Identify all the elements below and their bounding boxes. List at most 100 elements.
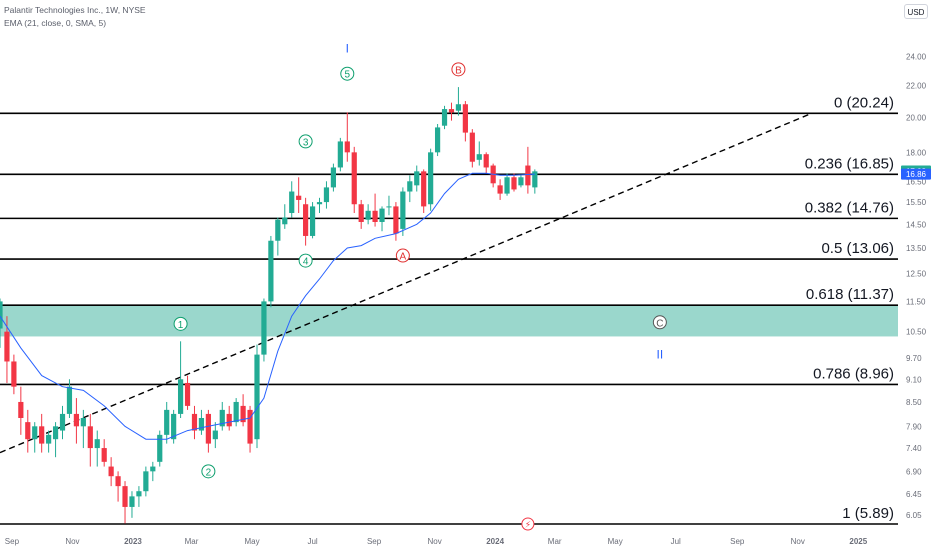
candle[interactable] — [80, 409, 86, 449]
candle[interactable] — [525, 146, 531, 194]
candle[interactable] — [150, 461, 156, 482]
candle[interactable] — [177, 341, 184, 418]
candle[interactable] — [184, 375, 191, 410]
wave-label-4[interactable]: 4 — [298, 253, 313, 268]
wave-label-2[interactable]: 2 — [201, 464, 216, 479]
wave-label-C[interactable]: C — [652, 315, 667, 330]
candle[interactable] — [448, 102, 455, 121]
candle[interactable] — [275, 217, 281, 256]
candle[interactable] — [108, 457, 114, 487]
candle[interactable] — [261, 298, 267, 362]
candle[interactable] — [94, 430, 100, 467]
candle[interactable] — [129, 491, 135, 518]
candle[interactable] — [46, 430, 52, 453]
candle[interactable] — [136, 486, 142, 507]
candle[interactable] — [393, 202, 399, 241]
wave-label-5[interactable]: 5 — [340, 66, 355, 81]
candle[interactable] — [226, 405, 232, 431]
candle[interactable] — [282, 204, 288, 229]
candle[interactable] — [386, 195, 392, 216]
event-marker[interactable]: ⚡ — [521, 517, 535, 531]
wave-circle — [298, 253, 313, 268]
candle[interactable] — [32, 422, 38, 453]
ema-line[interactable] — [0, 172, 535, 440]
support-zone[interactable] — [0, 305, 898, 337]
candle[interactable] — [296, 177, 302, 213]
candle[interactable] — [11, 354, 17, 395]
candle[interactable] — [316, 197, 323, 213]
candle[interactable] — [469, 129, 475, 168]
candle[interactable] — [337, 137, 343, 172]
wave-label-B[interactable]: B — [451, 62, 466, 77]
candle[interactable] — [254, 344, 260, 449]
wave-label-A[interactable]: A — [395, 248, 410, 263]
candle[interactable] — [0, 298, 3, 348]
candle-body — [25, 422, 31, 440]
candle[interactable] — [171, 409, 177, 444]
candle[interactable] — [164, 401, 170, 444]
candle[interactable] — [504, 173, 510, 196]
candle[interactable] — [407, 175, 413, 203]
candle[interactable] — [87, 413, 93, 467]
candle[interactable] — [18, 386, 24, 435]
candle[interactable] — [143, 466, 149, 497]
ema-value-badge[interactable]: 16.86 — [901, 168, 931, 180]
candle[interactable] — [462, 101, 468, 142]
candle[interactable] — [309, 202, 316, 239]
candle[interactable] — [483, 152, 489, 174]
candle[interactable] — [115, 471, 121, 502]
wave-label-I[interactable]: I — [346, 41, 349, 55]
candle[interactable] — [490, 163, 496, 188]
candle[interactable] — [441, 105, 448, 130]
wave-label-3[interactable]: 3 — [298, 134, 313, 149]
candle[interactable] — [358, 199, 364, 229]
candle[interactable] — [219, 401, 225, 431]
candle[interactable] — [122, 481, 128, 524]
candle[interactable] — [351, 146, 357, 213]
candle[interactable] — [323, 181, 330, 209]
candle[interactable] — [303, 197, 309, 246]
candle[interactable] — [66, 379, 73, 418]
trend-line[interactable] — [0, 112, 812, 454]
candle[interactable] — [434, 124, 441, 157]
wave-label-1[interactable]: 1 — [173, 316, 188, 331]
candle[interactable] — [73, 398, 80, 444]
candle[interactable] — [330, 163, 337, 192]
candle[interactable] — [365, 204, 371, 225]
candle[interactable] — [532, 169, 538, 194]
candle[interactable] — [372, 193, 378, 227]
candle[interactable] — [400, 187, 406, 236]
candle[interactable] — [344, 112, 350, 162]
candle[interactable] — [198, 409, 205, 435]
candle[interactable] — [52, 422, 59, 458]
candle[interactable] — [511, 173, 517, 192]
candle[interactable] — [157, 430, 163, 467]
candle[interactable] — [233, 398, 239, 427]
candle[interactable] — [205, 409, 211, 453]
candle[interactable] — [101, 439, 107, 467]
candle[interactable] — [268, 235, 274, 308]
candle[interactable] — [240, 394, 246, 427]
wave-label-II[interactable]: II — [657, 348, 664, 362]
candle[interactable] — [518, 175, 524, 188]
indicator-legend[interactable]: EMA (21, close, 0, SMA, 5) — [4, 18, 107, 28]
candle[interactable] — [191, 405, 198, 440]
candle[interactable] — [497, 179, 503, 200]
candle[interactable] — [414, 165, 420, 192]
y-tick-label: 12.50 — [906, 270, 927, 279]
candle[interactable] — [39, 413, 45, 453]
candle[interactable] — [476, 141, 482, 166]
candle[interactable] — [59, 405, 66, 440]
candle[interactable] — [421, 169, 427, 213]
currency-button[interactable]: USD — [904, 4, 928, 19]
candle[interactable] — [247, 405, 253, 453]
candle[interactable] — [379, 206, 385, 232]
candle[interactable] — [289, 181, 295, 218]
candle-body — [205, 413, 211, 444]
candle[interactable] — [455, 87, 462, 116]
candle[interactable] — [25, 409, 31, 453]
candle[interactable] — [212, 422, 218, 449]
candle[interactable] — [428, 148, 434, 211]
